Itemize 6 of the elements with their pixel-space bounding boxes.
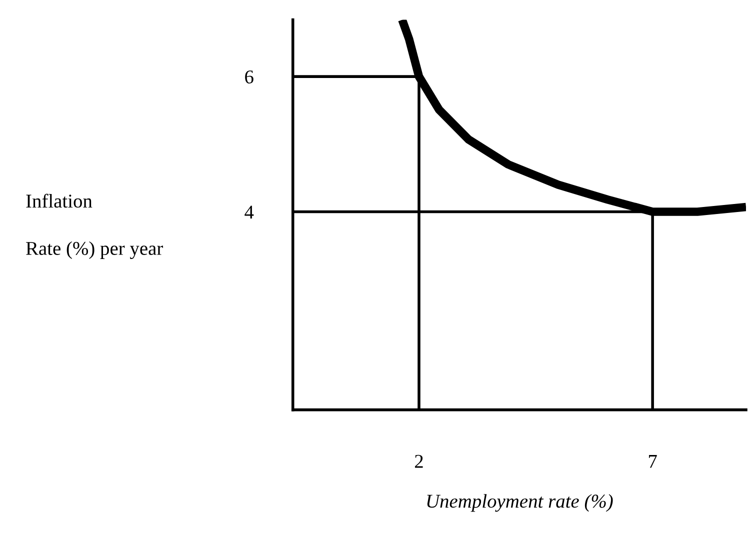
y-tick-label: 4 — [244, 206, 254, 219]
x-tick-label: 2 — [414, 454, 423, 468]
x-axis-title: Unemployment rate (%) — [427, 494, 613, 512]
x-tick-label: 7 — [648, 455, 657, 468]
text: Inflation Rate (%) per year — [26, 194, 163, 260]
y-tick-label: 6 — [245, 70, 254, 84]
